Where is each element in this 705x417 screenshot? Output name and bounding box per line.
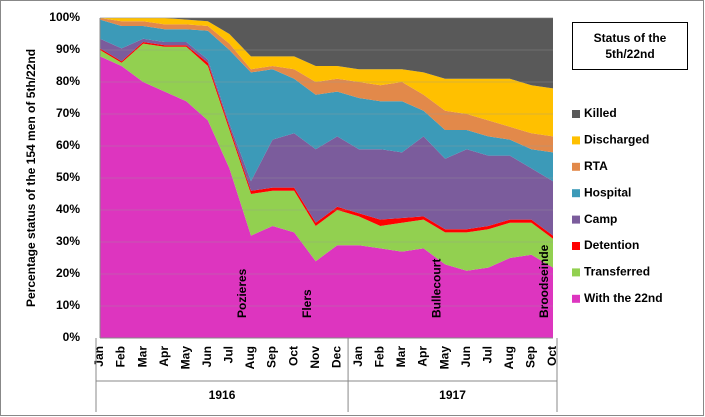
legend-title: Status of the 5th/22nd: [572, 22, 688, 70]
area: [100, 18, 553, 89]
area: [100, 43, 553, 271]
annotation: Flers: [300, 289, 314, 318]
area: [100, 19, 553, 182]
x-tick-label: Apr: [157, 346, 171, 367]
y-axis-title: Percentage status of the 154 men of 5th/…: [24, 49, 38, 307]
y-tick-label: 0%: [63, 330, 81, 344]
x-tick-label: Sep: [265, 346, 279, 368]
legend-swatch: [572, 162, 580, 171]
x-tick-label: Mar: [394, 346, 408, 368]
legend-label: Camp: [584, 212, 617, 226]
x-tick-label: Dec: [329, 346, 343, 368]
x-tick-label: Jan: [351, 346, 365, 367]
x-tick-label: May: [178, 346, 192, 370]
x-tick-label: Feb: [114, 346, 128, 367]
legend-swatch: [572, 110, 580, 118]
x-tick-label: Nov: [308, 346, 322, 369]
area: [100, 56, 553, 339]
y-tick-label: 50%: [56, 170, 80, 184]
x-group-label: 1916: [209, 388, 236, 402]
annotation: Broodseinde: [537, 244, 551, 318]
y-tick-label: 90%: [56, 42, 80, 56]
legend-swatch: [572, 294, 580, 303]
x-tick-label: Jun: [200, 346, 214, 367]
x-tick-label: May: [437, 346, 451, 370]
x-tick-label: Apr: [416, 346, 430, 367]
annotation: Bullecourt: [429, 259, 443, 318]
x-tick-label: Jan: [92, 346, 106, 367]
y-tick-label: 70%: [56, 106, 80, 120]
legend-label: Discharged: [584, 133, 649, 147]
legend-swatch: [572, 242, 580, 250]
legend-swatch: [572, 215, 580, 224]
y-tick-label: 60%: [56, 138, 80, 152]
x-tick-label: Sep: [524, 346, 538, 368]
x-group-label: 1917: [439, 388, 466, 402]
y-tick-label: 20%: [56, 266, 80, 280]
x-tick-label: Aug: [243, 346, 257, 369]
y-tick-label: 40%: [56, 202, 80, 216]
legend-label: With the 22nd: [584, 291, 663, 305]
x-tick-label: Jun: [459, 346, 473, 367]
y-tick-label: 100%: [49, 10, 80, 24]
y-tick-label: 10%: [56, 298, 80, 312]
legend-swatch: [572, 268, 580, 277]
legend-label: Transferred: [584, 265, 650, 279]
legend-label: Hospital: [584, 185, 631, 199]
area: [100, 18, 553, 137]
legend-label: Detention: [584, 238, 639, 252]
x-tick-label: Oct: [286, 346, 300, 366]
area: [100, 18, 553, 153]
area: [100, 38, 553, 236]
y-tick-label: 80%: [56, 74, 80, 88]
x-tick-label: Jul: [480, 346, 494, 363]
x-tick-label: Aug: [502, 346, 516, 369]
x-tick-label: Jul: [222, 346, 236, 363]
legend-label: RTA: [584, 159, 608, 173]
y-tick-label: 30%: [56, 234, 80, 248]
x-tick-label: Oct: [545, 346, 559, 366]
annotation: Pozieres: [235, 268, 249, 318]
legend-swatch: [572, 189, 580, 198]
legend-swatch: [572, 136, 580, 145]
x-tick-label: Mar: [135, 346, 149, 368]
legend-label: Killed: [584, 106, 617, 120]
x-tick-label: Feb: [373, 346, 387, 367]
